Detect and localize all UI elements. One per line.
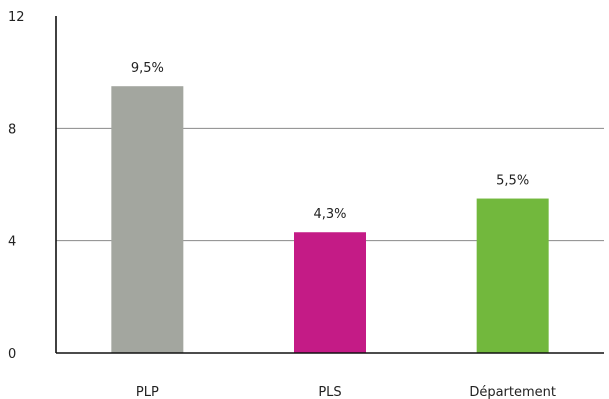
data-label-2: 5,5% [496,174,529,189]
bar-0 [111,86,184,353]
x-category-label-2: Département [469,385,556,399]
y-tick-label-3: 12 [8,10,25,25]
bar-1 [294,232,366,353]
y-tick-label-1: 4 [8,235,16,250]
x-category-label-0: PLP [136,385,159,399]
y-tick-label-0: 0 [8,347,16,362]
labels: 0 4 8 12 9,5% PLP 4,3% PLS 5,5% Département [8,10,556,399]
bar-2 [476,198,549,353]
bars [111,86,549,353]
data-label-0: 9,5% [131,61,164,76]
data-label-1: 4,3% [313,207,346,222]
y-tick-label-2: 8 [8,122,16,137]
x-category-label-1: PLS [318,385,341,399]
axes [55,16,604,354]
